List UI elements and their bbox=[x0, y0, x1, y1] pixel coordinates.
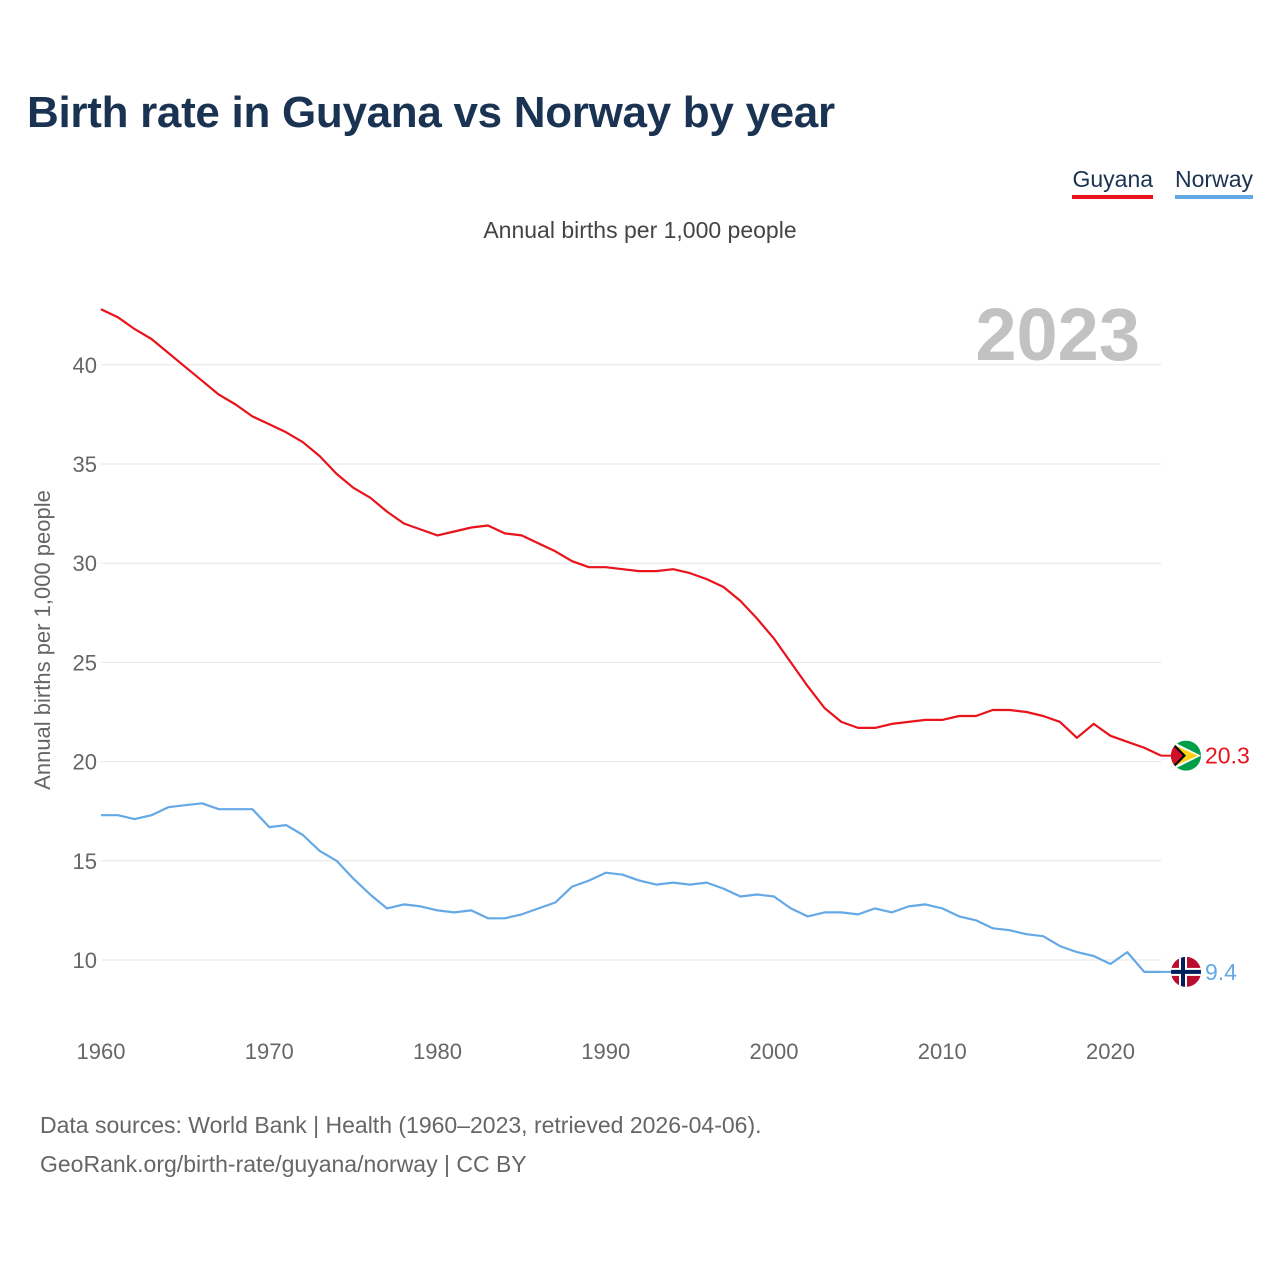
end-value-guyana: 20.3 bbox=[1205, 743, 1250, 769]
x-axis-ticks: 1960 1970 1980 1990 2000 2010 2020 bbox=[77, 1039, 1135, 1064]
y-tick-label: 15 bbox=[73, 849, 97, 874]
y-axis-ticks: 10 15 20 25 30 35 40 bbox=[73, 353, 97, 973]
legend-item-guyana[interactable]: Guyana bbox=[1072, 166, 1154, 199]
y-tick-label: 25 bbox=[73, 650, 97, 675]
x-tick-label: 2020 bbox=[1086, 1039, 1135, 1064]
grid-lines bbox=[101, 364, 1161, 961]
chart-title: Birth rate in Guyana vs Norway by year bbox=[27, 88, 835, 137]
y-tick-label: 30 bbox=[73, 551, 97, 576]
source-note: Data sources: World Bank | Health (1960–… bbox=[40, 1106, 762, 1184]
legend: Guyana Norway bbox=[1072, 166, 1253, 199]
year-label: 2023 bbox=[975, 293, 1140, 376]
y-axis-label: Annual births per 1,000 people bbox=[30, 490, 55, 790]
chart-subtitle: Annual births per 1,000 people bbox=[483, 217, 797, 243]
y-tick-label: 40 bbox=[73, 353, 97, 378]
x-tick-label: 1990 bbox=[581, 1039, 630, 1064]
x-tick-label: 1960 bbox=[77, 1039, 126, 1064]
y-tick-label: 35 bbox=[73, 452, 97, 477]
source-line-1: Data sources: World Bank | Health (1960–… bbox=[40, 1112, 762, 1138]
y-tick-label: 20 bbox=[73, 750, 97, 775]
end-markers: 20.3 9.4 bbox=[1161, 740, 1250, 987]
y-tick-label: 10 bbox=[73, 948, 97, 973]
line-chart: 10 15 20 25 30 35 40 1960 1970 1980 1990 2000 2010 2… bbox=[30, 293, 1250, 1064]
x-tick-label: 2010 bbox=[918, 1039, 967, 1064]
x-tick-label: 2000 bbox=[750, 1039, 799, 1064]
series-lines bbox=[100, 308, 1162, 974]
flag-norway-icon bbox=[1171, 956, 1201, 987]
source-link[interactable]: GeoRank.org/birth-rate/guyana/norway | C… bbox=[40, 1151, 527, 1177]
x-tick-label: 1970 bbox=[245, 1039, 294, 1064]
legend-item-norway[interactable]: Norway bbox=[1175, 166, 1253, 199]
x-tick-label: 1980 bbox=[413, 1039, 462, 1064]
end-value-norway: 9.4 bbox=[1205, 959, 1237, 985]
series-line-norway bbox=[101, 802, 1161, 974]
series-line-guyana bbox=[100, 308, 1162, 757]
flag-guyana-icon bbox=[1171, 740, 1201, 771]
